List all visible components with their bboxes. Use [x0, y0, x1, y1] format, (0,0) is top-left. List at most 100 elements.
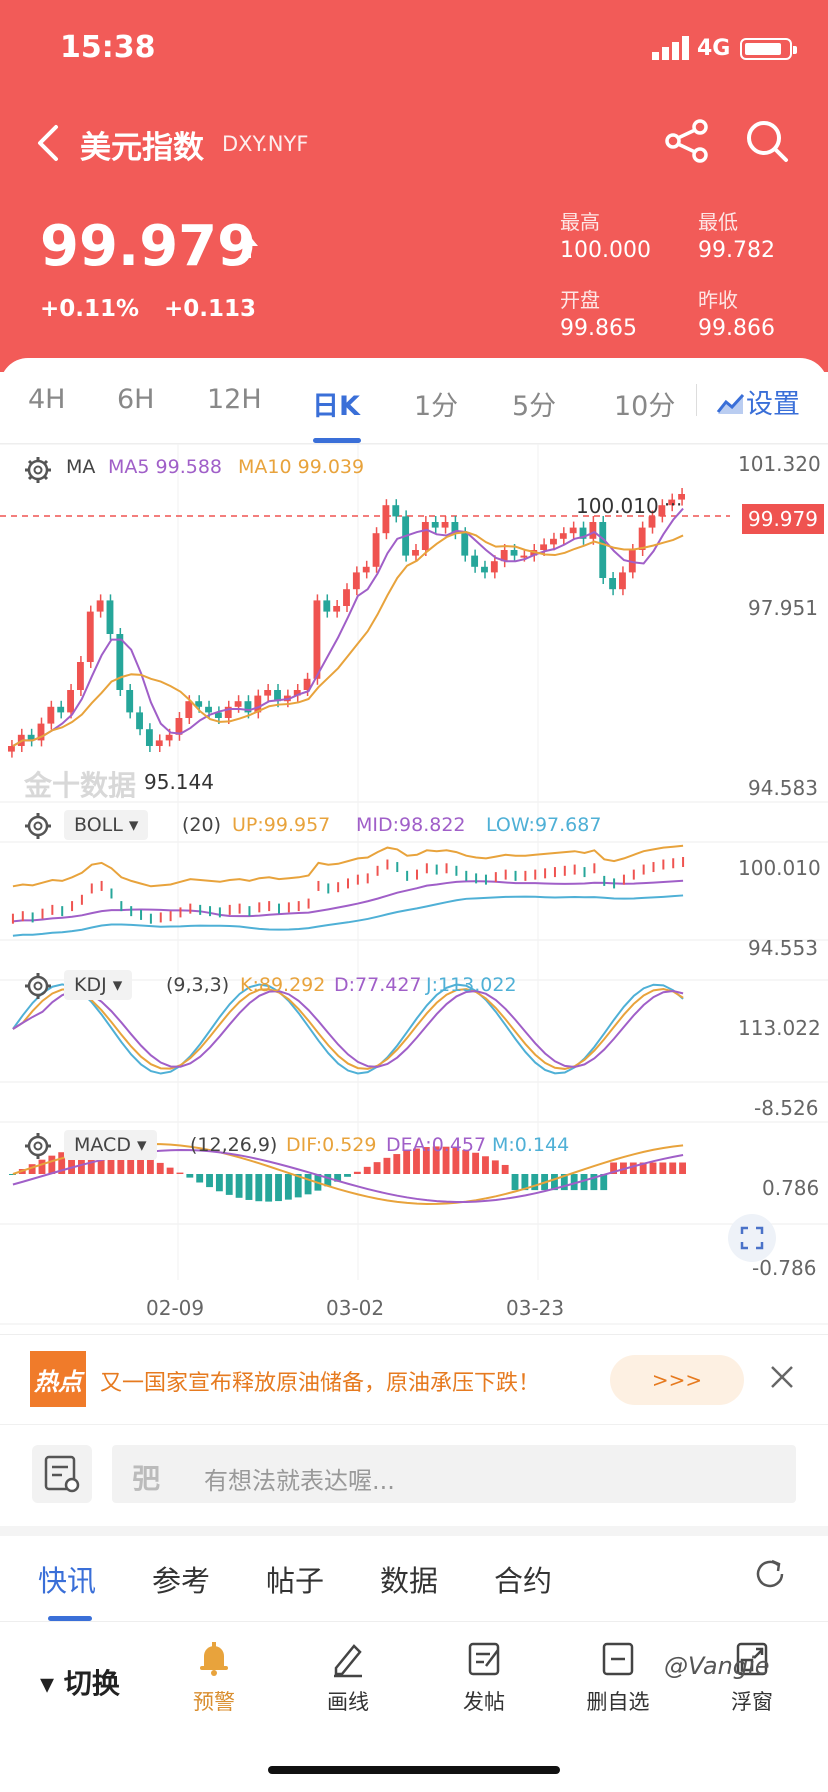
macd-bar	[422, 1147, 430, 1174]
boll-selector[interactable]: BOLL ▾	[64, 810, 149, 840]
ma-settings-gear-icon[interactable]	[24, 456, 52, 484]
macd-bar	[107, 1147, 115, 1174]
macd-bar	[294, 1174, 302, 1198]
share-icon[interactable]	[664, 118, 710, 164]
candle-body	[510, 550, 518, 556]
macd-bar	[482, 1156, 489, 1174]
chart-settings-button[interactable]: 设置	[716, 382, 800, 421]
news-more-button[interactable]: >>>	[610, 1355, 744, 1405]
chart-line-icon	[716, 393, 745, 414]
macd-bar	[304, 1174, 312, 1195]
back-icon[interactable]	[36, 124, 60, 162]
content-tabs: 快讯 参考 帖子 数据 合约	[0, 1536, 828, 1622]
main-y-mid: 97.951	[748, 596, 818, 620]
candle-body	[214, 712, 222, 718]
network-type: 4G	[697, 36, 731, 61]
boll-mid: MID:98.822	[356, 814, 466, 836]
tab-daily[interactable]: 日K	[312, 391, 360, 422]
emoji-icon[interactable]: 弝	[132, 1462, 161, 1495]
macd-name: MACD	[74, 1134, 131, 1156]
macd-bar	[432, 1146, 440, 1174]
macd-bar	[462, 1149, 470, 1174]
arrow-up-icon	[238, 234, 258, 258]
candle-body	[500, 550, 508, 562]
boll-settings-gear-icon[interactable]	[24, 812, 52, 840]
candle-body	[609, 578, 617, 590]
boll-mid-line	[12, 879, 684, 923]
boll-y-top: 100.010	[738, 856, 821, 880]
low-label: 最低	[698, 210, 738, 234]
candle-body	[323, 600, 331, 612]
settings-label: 设置	[746, 389, 800, 420]
tab-10min[interactable]: 10分	[614, 391, 676, 422]
close-icon[interactable]	[766, 1361, 798, 1393]
kdj-k: K:89.292	[240, 974, 326, 996]
candle-body	[648, 516, 656, 528]
kdj-selector[interactable]: KDJ ▾	[64, 970, 133, 1000]
macd-y-top: 0.786	[762, 1176, 820, 1200]
boll-low-line	[12, 894, 684, 937]
comment-history-button[interactable]	[32, 1445, 92, 1503]
macd-bar	[393, 1154, 401, 1174]
news-headline[interactable]: 又一国家宣布释放原油储备，原油承压下跌！	[100, 1371, 541, 1396]
candle-body	[471, 555, 479, 567]
main-y-top: 101.320	[738, 452, 821, 476]
macd-bar	[560, 1174, 568, 1191]
boll-low: LOW:97.687	[486, 814, 602, 836]
macd-bar	[68, 1149, 75, 1174]
macd-bar	[9, 1174, 16, 1175]
comment-input[interactable]: 弝 有想法就表达喔...	[112, 1445, 796, 1503]
switch-button[interactable]: ▾ 切换	[40, 1667, 120, 1700]
candle-body	[313, 600, 321, 679]
candle-body	[579, 527, 587, 539]
candle-body	[57, 706, 65, 713]
tab-data[interactable]: 数据	[380, 1564, 439, 1598]
candle-body	[678, 494, 685, 500]
hot-news-bar[interactable]: 热点 又一国家宣布释放原油储备，原油承压下跌！ >>>	[0, 1334, 828, 1424]
kdj-params: (9,3,3)	[166, 974, 230, 996]
candle-body	[392, 505, 400, 517]
macd-settings-gear-icon[interactable]	[24, 1132, 52, 1160]
tab-posts[interactable]: 帖子	[266, 1564, 325, 1598]
candle-body	[185, 701, 193, 718]
bottom-toolbar: ▾ 切换 预警 画线 发帖 删自选 浮窗	[0, 1624, 828, 1792]
post-button[interactable]: 发帖	[434, 1638, 534, 1716]
float-window-button[interactable]: 浮窗	[702, 1638, 802, 1716]
kdj-y-top: 113.022	[738, 1016, 821, 1040]
kdj-d: D:77.427	[334, 974, 422, 996]
macd-selector[interactable]: MACD ▾	[64, 1130, 157, 1160]
candle-body	[343, 589, 350, 606]
kline-chart[interactable]	[0, 444, 828, 1334]
tab-contract[interactable]: 合约	[494, 1564, 553, 1598]
kdj-settings-gear-icon[interactable]	[24, 972, 52, 1000]
status-time: 15:38	[60, 30, 156, 65]
tab-4h[interactable]: 4H	[28, 384, 66, 415]
candle-body	[550, 538, 557, 545]
more-dots: ···	[664, 494, 683, 516]
tab-reference[interactable]: 参考	[152, 1564, 211, 1598]
draw-line-button[interactable]: 画线	[298, 1638, 398, 1716]
macd-bar	[206, 1174, 213, 1188]
search-icon[interactable]	[744, 118, 790, 164]
tab-6h[interactable]: 6H	[117, 384, 155, 415]
section-divider	[0, 1526, 828, 1536]
tab-flash-news[interactable]: 快讯	[38, 1564, 97, 1598]
refresh-icon[interactable]	[752, 1556, 788, 1592]
candle-body	[155, 740, 163, 746]
tab-1min[interactable]: 1分	[414, 391, 459, 422]
macd-bar	[284, 1174, 292, 1200]
macd-bar	[403, 1150, 411, 1174]
fullscreen-button[interactable]	[728, 1214, 776, 1262]
candle-body	[589, 522, 597, 539]
remove-watchlist-button[interactable]: 删自选	[568, 1638, 668, 1716]
tab-12h[interactable]: 12H	[207, 384, 262, 415]
candle-body	[126, 690, 134, 713]
macd-bar	[610, 1162, 618, 1174]
boll-up-line	[12, 844, 684, 888]
macd-bar	[373, 1162, 381, 1174]
alert-button[interactable]: 预警	[164, 1638, 264, 1716]
tab-underline	[313, 438, 361, 443]
note-icon	[44, 1455, 80, 1493]
macd-bar	[176, 1172, 184, 1174]
tab-5min[interactable]: 5分	[512, 391, 557, 422]
